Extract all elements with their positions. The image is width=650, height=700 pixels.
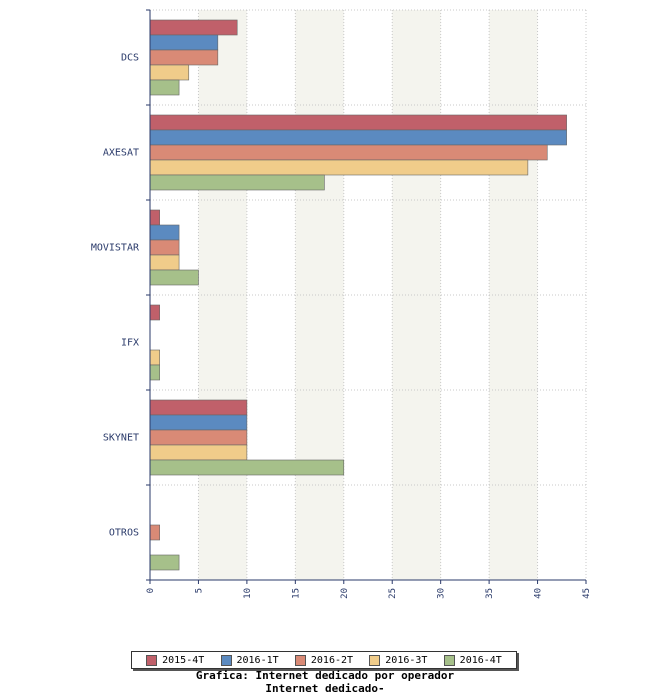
bar-skynet-2016-1t <box>149 414 248 431</box>
x-tick-label: 5 <box>194 588 204 593</box>
legend-label: 2016-3T <box>385 654 428 666</box>
legend-swatch <box>146 654 158 666</box>
bar-axesat-2016-4t <box>149 174 325 191</box>
x-axis-ticks: 0 5 10 15 20 25 30 35 40 45 <box>146 580 592 599</box>
legend: 2015-4T 2016-1T 2016-2T 2016-3T 2016-4T <box>131 651 517 669</box>
legend-item: 2016-3T <box>369 654 428 666</box>
category-label-axesat: AXESAT <box>103 148 139 159</box>
bar-skynet-2016-4t <box>149 459 345 476</box>
x-tick-label: 30 <box>437 588 447 599</box>
bar-dcs-2016-4t <box>149 79 180 96</box>
bar-movistar-2016-2t <box>149 239 180 256</box>
category-label-ifx: IFX <box>121 338 139 349</box>
bar-axesat-2016-3t <box>149 159 529 176</box>
bar-movistar-2015-4t <box>149 209 160 226</box>
bar-movistar-2016-4t <box>149 269 199 286</box>
x-tick-label: 20 <box>340 588 350 599</box>
bar-ifx-2016-3t <box>149 349 160 366</box>
x-tick-label: 10 <box>243 588 253 599</box>
bar-dcs-2016-2t <box>149 49 219 66</box>
bar-otros-2016-2t <box>149 524 160 541</box>
bar-dcs-2016-1t <box>149 34 219 51</box>
bar-ifx-2016-4t <box>149 364 160 381</box>
bar-ifx-2015-4t <box>149 304 160 321</box>
legend-item: 2015-4T <box>146 654 205 666</box>
bar-axesat-2016-2t <box>149 144 548 161</box>
legend-swatch <box>443 654 455 666</box>
bar-skynet-2016-2t <box>149 429 248 446</box>
x-tick-label: 0 <box>146 588 156 593</box>
legend-item: 2016-2T <box>294 654 354 666</box>
gridlines <box>150 9 587 581</box>
bar-movistar-2016-3t <box>149 254 180 271</box>
category-label-otros: OTROS <box>109 528 139 539</box>
bar-dcs-2016-3t <box>149 64 190 81</box>
legend-swatch <box>220 654 232 666</box>
x-tick-label: 45 <box>582 588 592 599</box>
category-label-dcs: DCS <box>121 53 139 64</box>
legend-label: 2015-4T <box>162 654 205 666</box>
x-tick-label: 15 <box>291 588 301 599</box>
legend-item: 2016-4T <box>443 654 502 666</box>
bar-skynet-2016-3t <box>149 444 248 461</box>
bar-movistar-2016-1t <box>149 224 180 241</box>
bar-skynet-2015-4t <box>149 399 248 416</box>
chart-caption-line2: Internet dedicado- <box>265 682 385 695</box>
legend-swatch <box>294 654 306 666</box>
x-tick-label: 25 <box>388 588 398 599</box>
category-labels: DCS AXESAT MOVISTAR IFX SKYNET OTROS <box>91 53 140 539</box>
legend-label: 2016-4T <box>459 654 502 666</box>
axes <box>146 9 586 581</box>
legend-swatch <box>369 654 381 666</box>
chart-caption-line1: Grafica: Internet dedicado por operador <box>195 669 455 682</box>
x-tick-label: 35 <box>485 588 495 599</box>
bar-otros-2016-4t <box>149 554 180 571</box>
legend-item: 2016-1T <box>220 654 279 666</box>
bar-dcs-2015-4t <box>149 19 238 36</box>
bar-axesat-2016-1t <box>149 129 567 146</box>
category-label-skynet: SKYNET <box>103 433 139 444</box>
bar-axesat-2015-4t <box>149 114 567 131</box>
legend-label: 2016-1T <box>236 654 279 666</box>
legend-label: 2016-2T <box>310 654 354 666</box>
x-tick-label: 40 <box>534 588 544 599</box>
bars <box>149 19 567 571</box>
category-label-movistar: MOVISTAR <box>91 243 140 254</box>
